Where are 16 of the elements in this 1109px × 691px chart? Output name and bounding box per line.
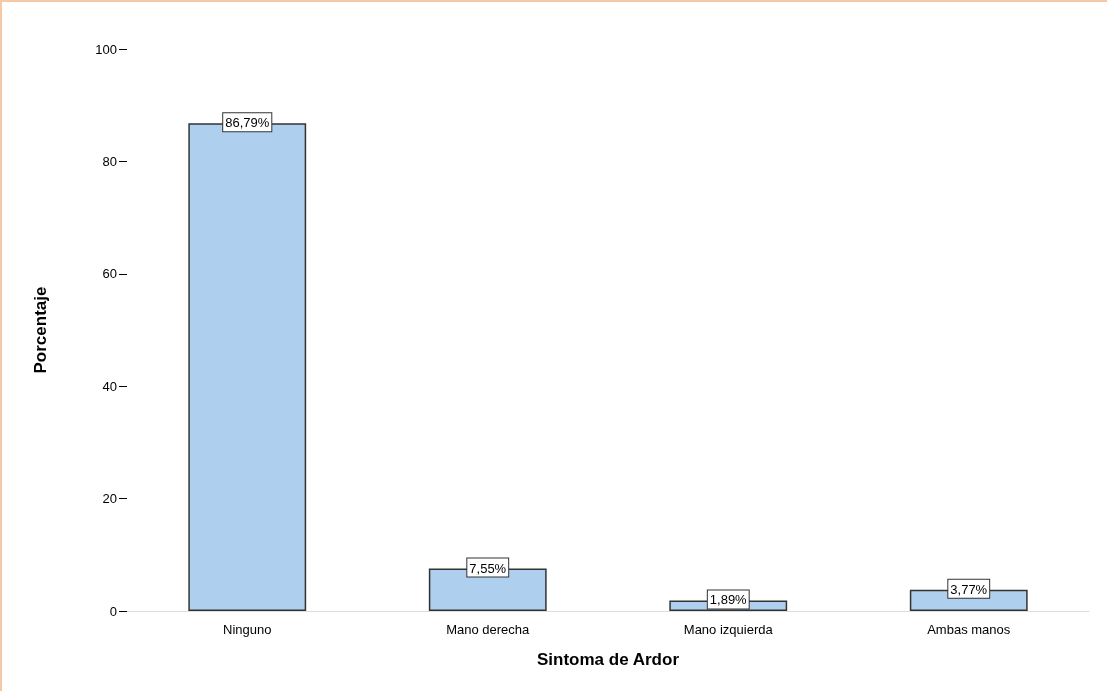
data-label: 7,55% [469, 560, 507, 576]
x-tick-label: Mano derecha [446, 622, 531, 637]
x-tick-label: Ambas manos [927, 622, 1011, 637]
data-label: 1,89% [709, 592, 748, 608]
data-label: 3,77% [950, 581, 988, 597]
x-tick-label: Ninguno [223, 622, 272, 637]
y-axis-title: Porcentaje [31, 286, 50, 374]
y-tick-label: 80 [102, 153, 117, 169]
data-label: 86,79% [225, 115, 270, 131]
y-tick-label: 40 [102, 378, 117, 394]
x-axis-title: Sintoma de Ardor [537, 650, 680, 669]
y-tick-label: 20 [102, 491, 117, 507]
y-tick-label: 0 [109, 603, 117, 619]
x-tick-label: Mano izquierda [683, 622, 774, 637]
y-tick-label: 60 [102, 266, 117, 282]
y-tick-label: 100 [95, 41, 117, 57]
